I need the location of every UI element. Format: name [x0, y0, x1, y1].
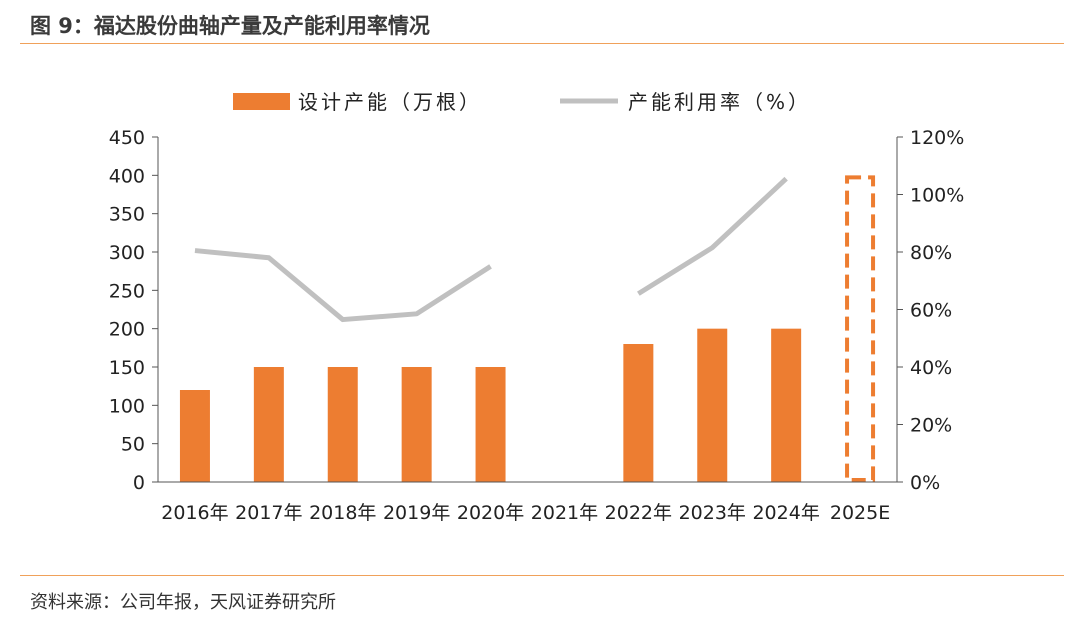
left-axis: 0 50 100 150 200 250 300 350 400 450: [109, 127, 159, 494]
bar: [179, 390, 210, 482]
x-tick-label: 2018年: [309, 502, 376, 524]
bar: [327, 367, 358, 482]
right-axis: 0% 20% 40% 60% 80% 100% 120%: [896, 127, 964, 494]
right-tick-label: 0%: [910, 472, 940, 494]
x-tick-label: 2025E: [830, 502, 890, 524]
bar-estimate: [845, 175, 876, 482]
right-tick-label: 40%: [910, 357, 952, 379]
x-axis-labels: 2016年 2017年 2018年 2019年 2020年 2021年 2022年 2023年…: [161, 502, 890, 524]
right-tick-label: 80%: [910, 242, 952, 264]
left-tick-label: 450: [109, 127, 145, 149]
x-tick-label: 2020年: [457, 502, 524, 524]
x-tick-label: 2021年: [531, 502, 598, 524]
utilization-line-segment: [637, 176, 788, 296]
bar: [771, 328, 802, 482]
left-tick-label: 300: [109, 242, 145, 264]
left-tick-label: 150: [109, 357, 145, 379]
x-tick-label: 2019年: [383, 502, 450, 524]
right-tick-label: 20%: [910, 415, 952, 437]
left-tick-label: 400: [109, 165, 145, 187]
source-note: 资料来源：公司年报，天风证券研究所: [30, 592, 336, 613]
x-tick-label: 2023年: [679, 502, 746, 524]
right-tick-label: 120%: [910, 127, 964, 149]
left-tick-label: 50: [121, 434, 145, 456]
bar: [253, 367, 284, 482]
bar: [401, 367, 432, 482]
legend-line-label: 产能利用率（%）: [628, 90, 811, 114]
utilization-line-segment: [194, 248, 492, 323]
legend: 设计产能（万根） 产能利用率（%）: [233, 90, 811, 114]
x-tick-label: 2017年: [235, 502, 302, 524]
legend-bar-swatch: [233, 93, 290, 110]
right-tick-label: 100%: [910, 185, 964, 207]
left-tick-label: 100: [109, 395, 145, 417]
left-tick-label: 0: [133, 472, 145, 494]
x-tick-label: 2022年: [605, 502, 672, 524]
bar: [697, 328, 728, 482]
bars: [179, 175, 876, 482]
bar: [475, 367, 506, 482]
figure-title: 图 9：福达股份曲轴产量及产能利用率情况: [30, 14, 430, 38]
source-divider: [20, 575, 1064, 576]
chart: 设计产能（万根） 产能利用率（%） 0 50 100 150 200 250 300 350 4…: [109, 90, 965, 524]
bar: [623, 344, 654, 482]
title-divider: [20, 43, 1064, 44]
left-tick-label: 200: [109, 319, 145, 341]
legend-bar-label: 设计产能（万根）: [298, 90, 482, 114]
left-tick-label: 350: [109, 204, 145, 226]
left-tick-label: 250: [109, 280, 145, 302]
x-tick-label: 2016年: [161, 502, 228, 524]
x-tick-label: 2024年: [752, 502, 819, 524]
right-tick-label: 60%: [910, 300, 952, 322]
utilization-line: [194, 176, 788, 323]
